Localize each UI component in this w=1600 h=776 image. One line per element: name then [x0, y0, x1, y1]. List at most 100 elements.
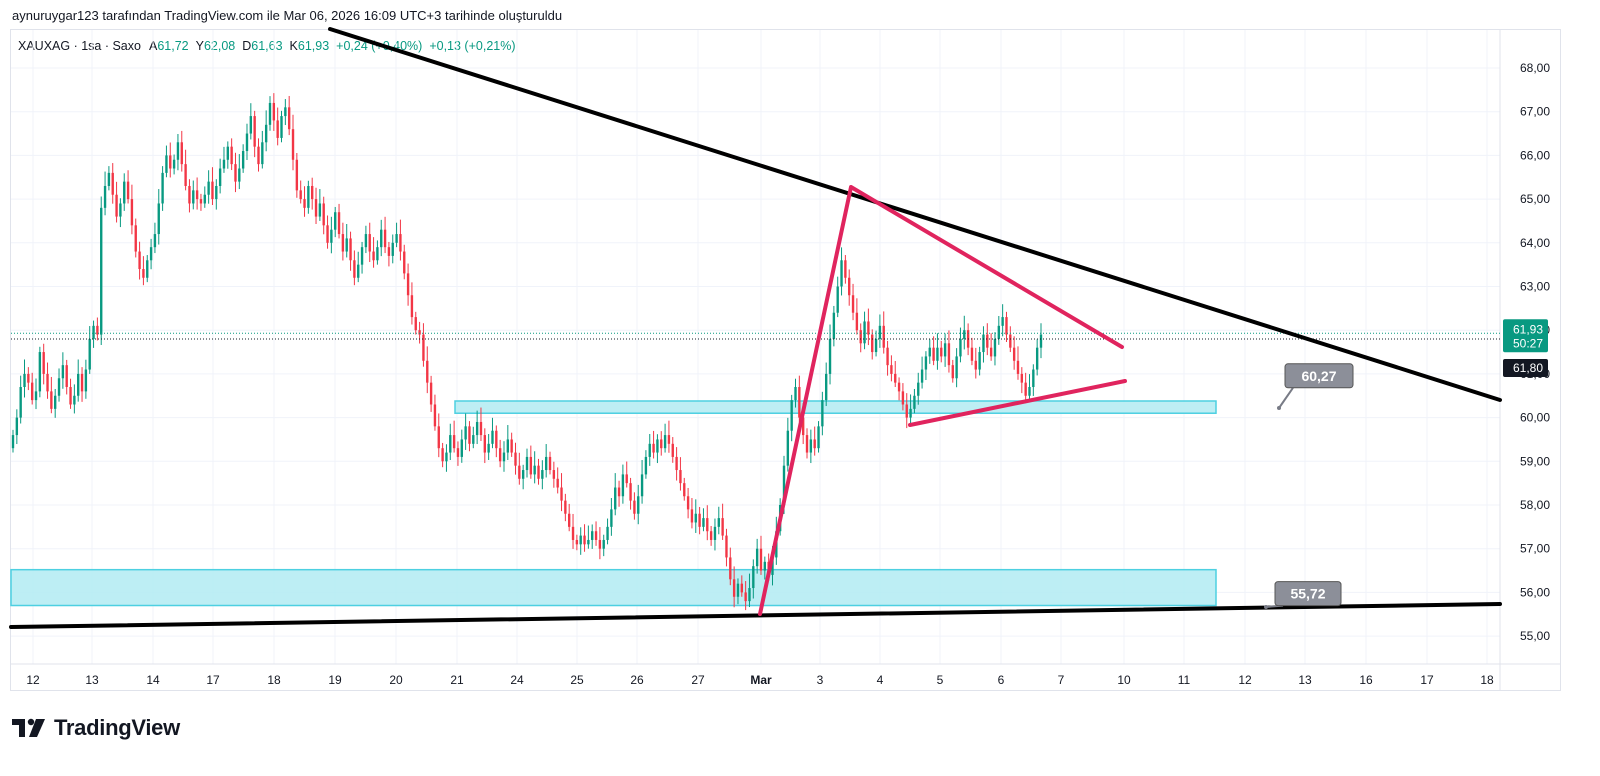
candle-body [15, 417, 19, 436]
candle-body [667, 435, 671, 444]
x-axis-tick-label: 24 [510, 673, 524, 687]
candle-body [395, 234, 398, 243]
candle-body [257, 146, 260, 165]
x-axis-tick-label: 10 [1117, 673, 1131, 687]
candle-body [1035, 347, 1039, 370]
candle-body [472, 435, 475, 444]
candle-body [19, 387, 22, 418]
candle-body [579, 535, 582, 545]
candle-body [817, 426, 820, 449]
candle-body [541, 470, 544, 479]
x-axis-tick-label: 5 [937, 673, 944, 687]
label-box [1274, 581, 1342, 607]
support-zone [10, 568, 1217, 607]
candle-body [107, 172, 111, 186]
candle-body [295, 159, 299, 191]
candle-body [598, 539, 602, 549]
candle-body [1009, 334, 1012, 348]
candle-body [215, 185, 218, 200]
candle-body [418, 330, 421, 335]
candle-body [732, 579, 736, 597]
legend-low-label: D [242, 39, 252, 53]
candle-body [380, 229, 383, 248]
candle-body [199, 199, 203, 204]
candle-body [449, 435, 452, 453]
candle-body [686, 496, 690, 510]
candle-body [50, 391, 53, 409]
candle-body [291, 129, 295, 160]
x-axis-tick-label: 7 [1058, 673, 1065, 687]
x-axis-tick-label: 12 [26, 673, 40, 687]
candle-body [1012, 347, 1016, 361]
label-text: 60,27 [1301, 368, 1336, 384]
candle-body [786, 430, 790, 466]
candle-body [633, 500, 636, 514]
candle-body [1024, 382, 1027, 396]
flagpole-and-upper-line [758, 185, 1124, 616]
reference-price-badge: 61,80 [1503, 358, 1548, 377]
candle-body [57, 378, 61, 396]
candle-body [184, 164, 187, 186]
candle-body [617, 487, 621, 497]
y-axis-tick-label: 66,00 [1520, 148, 1550, 162]
candle-body [142, 269, 145, 278]
candle-body [498, 448, 502, 462]
tradingview-logo[interactable]: TradingView [12, 714, 180, 742]
candle-body [96, 325, 99, 335]
candle-body [77, 373, 80, 396]
candle-body [518, 465, 521, 479]
candle-body [456, 448, 460, 457]
candle-body [986, 334, 989, 348]
candle-body [322, 203, 325, 226]
candle-body [475, 421, 479, 436]
candle-body [115, 194, 118, 217]
x-axis-tick-label: 25 [570, 673, 584, 687]
y-axis-tick-label: 68,00 [1520, 61, 1550, 75]
label-box [1284, 363, 1354, 389]
candle-body [748, 588, 751, 602]
candle-body [759, 548, 763, 571]
candle-body [318, 203, 322, 217]
candle-body [253, 116, 256, 147]
candle-body [433, 404, 437, 427]
x-axis-tick-label: 6 [998, 673, 1005, 687]
candle-body [387, 247, 391, 256]
candle-body [989, 347, 993, 357]
candle-body [652, 443, 655, 453]
candle-body [913, 395, 916, 409]
candle-body [947, 343, 951, 366]
candle-body [671, 443, 674, 457]
candle-body [341, 234, 345, 252]
candle-body [422, 334, 425, 361]
x-axis-tick-label: 3 [817, 673, 824, 687]
candle-body [648, 443, 651, 457]
candle-body [123, 181, 126, 204]
candle-body [429, 382, 433, 405]
candle-body [383, 229, 387, 248]
candle-body [61, 365, 65, 379]
candle-body [702, 518, 705, 527]
candle-body [272, 102, 276, 121]
candle-body [801, 417, 805, 436]
candle-body [932, 347, 935, 361]
candle-body [42, 352, 45, 374]
reference-price-value: 61,80 [1513, 361, 1543, 375]
candle-body [556, 478, 559, 488]
candle-body [80, 373, 84, 392]
candle-body [560, 487, 563, 501]
candle-body [1001, 317, 1004, 326]
candle-body [594, 531, 598, 540]
price-label-annotation: 60,27 [1277, 363, 1354, 410]
x-axis-tick-label: Mar [750, 673, 772, 687]
legend-symbol[interactable]: XAUXAG · 1sa · Saxo [18, 39, 141, 53]
candle-body [249, 116, 253, 134]
x-axis-tick-label: 19 [328, 673, 342, 687]
candle-body [46, 373, 49, 392]
candle-body [571, 526, 575, 540]
candle-body [38, 352, 42, 392]
candle-body [353, 260, 356, 278]
candle-body [771, 557, 774, 575]
candle-body [172, 159, 176, 169]
